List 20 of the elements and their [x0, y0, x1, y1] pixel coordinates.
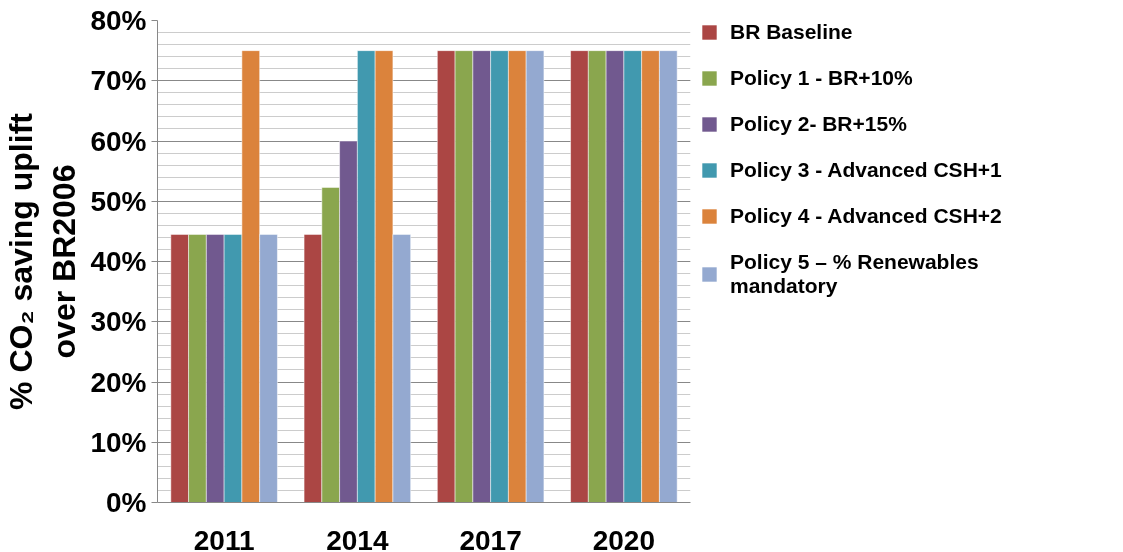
x-tick-label: 2011	[193, 524, 255, 552]
x-tick-label: 2014	[326, 524, 389, 552]
legend-label: Policy 2- BR+15%	[730, 112, 907, 136]
y-axis-title: % CO₂ saving uplift over BR2006	[3, 112, 83, 410]
y-tick-label: 0%	[106, 487, 147, 518]
y-tick-label: 40%	[90, 246, 147, 277]
x-tick-label: 2020	[592, 524, 656, 552]
y-tick-label: 50%	[90, 185, 147, 217]
y-tick-label: 20%	[90, 366, 147, 398]
y-tick-label: 10%	[90, 426, 147, 458]
x-tick-label: 2017	[459, 524, 522, 552]
legend-label: BR Baseline	[730, 20, 853, 44]
y-tick-label: 30%	[90, 306, 147, 338]
y-tick-label: 80%	[90, 5, 147, 36]
y-tick-label: 60%	[90, 125, 147, 157]
legend-label: Policy 4 - Advanced CSH+2	[730, 204, 1002, 228]
legend-label: Policy 5 – % Renewables mandatory	[730, 250, 979, 298]
legend-label: Policy 1 - BR+10%	[730, 66, 913, 90]
legend-label: Policy 3 - Advanced CSH+1	[730, 158, 1002, 182]
y-tick-label: 70%	[90, 65, 147, 97]
